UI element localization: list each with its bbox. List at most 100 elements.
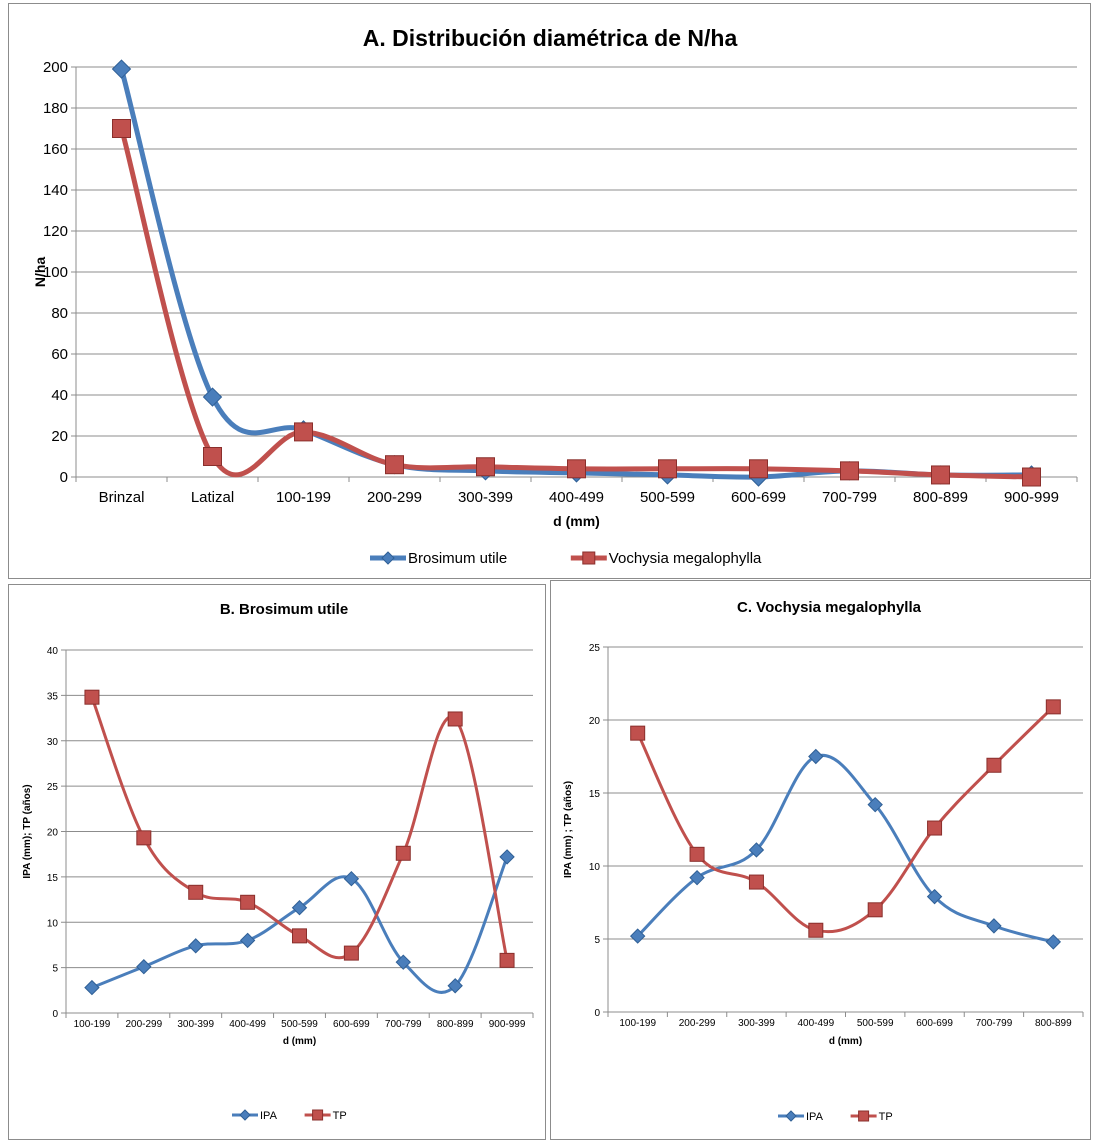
data-point bbox=[202, 387, 223, 407]
series-tp bbox=[630, 699, 1061, 938]
data-point bbox=[111, 59, 132, 79]
y-tick-label: 5 bbox=[594, 935, 600, 946]
data-point bbox=[112, 119, 131, 138]
data-point bbox=[203, 447, 222, 466]
data-point bbox=[84, 689, 100, 705]
x-axis-label: d (mm) bbox=[829, 1036, 862, 1047]
data-point bbox=[385, 455, 404, 475]
series-brosimum-utile bbox=[111, 59, 1042, 487]
x-tick-label: 500-599 bbox=[857, 1018, 894, 1029]
x-tick-label: 200-299 bbox=[125, 1019, 162, 1030]
data-point bbox=[748, 842, 765, 858]
data-point bbox=[867, 902, 883, 918]
chart-c-svg: C. Vochysia megalophylla 0 5 10 15 20 25 100-19… bbox=[563, 599, 1084, 1123]
x-tick-label: 400-499 bbox=[797, 1018, 834, 1029]
x-tick-label: 200-299 bbox=[679, 1018, 716, 1029]
legend-marker bbox=[381, 551, 395, 565]
x-tick-label: 500-599 bbox=[281, 1019, 318, 1030]
data-point bbox=[986, 757, 1002, 773]
data-point bbox=[188, 938, 204, 954]
chart-panel-c: C. Vochysia megalophylla 0 5 10 15 20 25 100-19… bbox=[550, 580, 1091, 1140]
data-point bbox=[931, 465, 950, 485]
y-tick-label: 0 bbox=[60, 469, 68, 486]
data-point bbox=[294, 422, 313, 442]
data-point bbox=[188, 884, 204, 900]
x-tick-label: 400-499 bbox=[229, 1019, 266, 1030]
data-point bbox=[476, 457, 495, 477]
x-tick-label: 700-799 bbox=[385, 1019, 422, 1030]
y-axis-label: N/ha bbox=[32, 257, 48, 288]
chart-panel-a: A. Distribución diamétrica de N/ha 0 20 40 6… bbox=[8, 3, 1091, 579]
legend-marker bbox=[785, 1110, 797, 1122]
legend-label: Brosimum utile bbox=[408, 550, 507, 567]
y-tick-label: 20 bbox=[589, 716, 601, 727]
series-ipa bbox=[629, 748, 1062, 950]
x-axis-label: d (mm) bbox=[553, 513, 600, 529]
data-point bbox=[240, 894, 256, 910]
legend-label: TP bbox=[333, 1110, 347, 1122]
x-tick-label: 800-899 bbox=[437, 1019, 474, 1030]
legend: IPA TP bbox=[778, 1110, 893, 1123]
y-tick-label: 15 bbox=[47, 873, 59, 884]
data-point bbox=[343, 870, 360, 887]
x-axis-label: d (mm) bbox=[283, 1036, 316, 1047]
x-tick-label: 800-899 bbox=[1035, 1018, 1072, 1029]
data-point bbox=[1045, 699, 1061, 715]
data-point bbox=[447, 711, 463, 727]
y-tick-label: 80 bbox=[51, 305, 68, 322]
legend-marker bbox=[239, 1109, 251, 1121]
y-tick-label: 40 bbox=[47, 646, 59, 657]
x-tick-label: 100-199 bbox=[276, 489, 331, 506]
legend-marker bbox=[858, 1110, 870, 1122]
data-point bbox=[395, 845, 411, 861]
series-ipa bbox=[84, 849, 515, 996]
data-point bbox=[926, 888, 943, 905]
legend: IPA TP bbox=[232, 1109, 347, 1122]
y-tick-label: 60 bbox=[51, 346, 68, 363]
x-tick-label: Brinzal bbox=[99, 489, 145, 506]
legend-label: Vochysia megalophylla bbox=[609, 550, 762, 567]
data-point bbox=[808, 922, 824, 938]
y-axis-label: IPA (mm) ; TP (años) bbox=[563, 781, 574, 878]
data-point bbox=[840, 461, 859, 481]
y-tick-label: 180 bbox=[43, 100, 68, 117]
x-tick-label: 300-399 bbox=[738, 1018, 775, 1029]
x-tick-label: 300-399 bbox=[177, 1019, 214, 1030]
data-point bbox=[630, 725, 646, 741]
x-tick-label: 500-599 bbox=[640, 489, 695, 506]
data-point bbox=[867, 796, 883, 813]
y-tick-label: 20 bbox=[51, 428, 68, 445]
legend-marker bbox=[582, 551, 596, 565]
series-line bbox=[119, 66, 1034, 480]
y-tick-label: 120 bbox=[43, 223, 68, 240]
x-tick-label: 900-999 bbox=[1004, 489, 1059, 506]
y-tick-label: 100 bbox=[43, 264, 68, 281]
y-tick-label: 15 bbox=[589, 789, 601, 800]
y-tick-label: 25 bbox=[47, 782, 59, 793]
chart-title: B. Brosimum utile bbox=[220, 601, 348, 618]
legend-label: IPA bbox=[806, 1111, 824, 1123]
y-tick-label: 20 bbox=[47, 828, 59, 839]
data-point bbox=[499, 952, 515, 968]
data-point bbox=[499, 849, 515, 865]
x-tick-label: 600-699 bbox=[916, 1018, 953, 1029]
y-axis-label: IPA (mm); TP (años) bbox=[22, 784, 33, 878]
data-point bbox=[1022, 467, 1041, 487]
y-tick-label: 10 bbox=[589, 862, 601, 873]
x-tick-label: 600-699 bbox=[333, 1019, 370, 1030]
chart-a-svg: A. Distribución diamétrica de N/ha 0 20 40 6… bbox=[32, 25, 1078, 567]
data-point bbox=[689, 869, 705, 886]
chart-panel-b: B. Brosimum utile 0 5 10 15 20 25 30 35 40 100-199… bbox=[8, 584, 546, 1140]
x-tick-label: 700-799 bbox=[822, 489, 877, 506]
data-point bbox=[136, 959, 152, 975]
y-tick-label: 25 bbox=[589, 643, 601, 654]
data-point bbox=[567, 459, 586, 479]
x-tick-label: 100-199 bbox=[74, 1019, 111, 1030]
legend-label: TP bbox=[879, 1111, 893, 1123]
y-tick-label: 5 bbox=[52, 964, 58, 975]
series-vochysia-megalophylla bbox=[112, 119, 1041, 487]
y-tick-label: 35 bbox=[47, 691, 59, 702]
data-point bbox=[84, 979, 100, 996]
y-tick-label: 30 bbox=[47, 737, 59, 748]
y-tick-label: 40 bbox=[51, 387, 68, 404]
